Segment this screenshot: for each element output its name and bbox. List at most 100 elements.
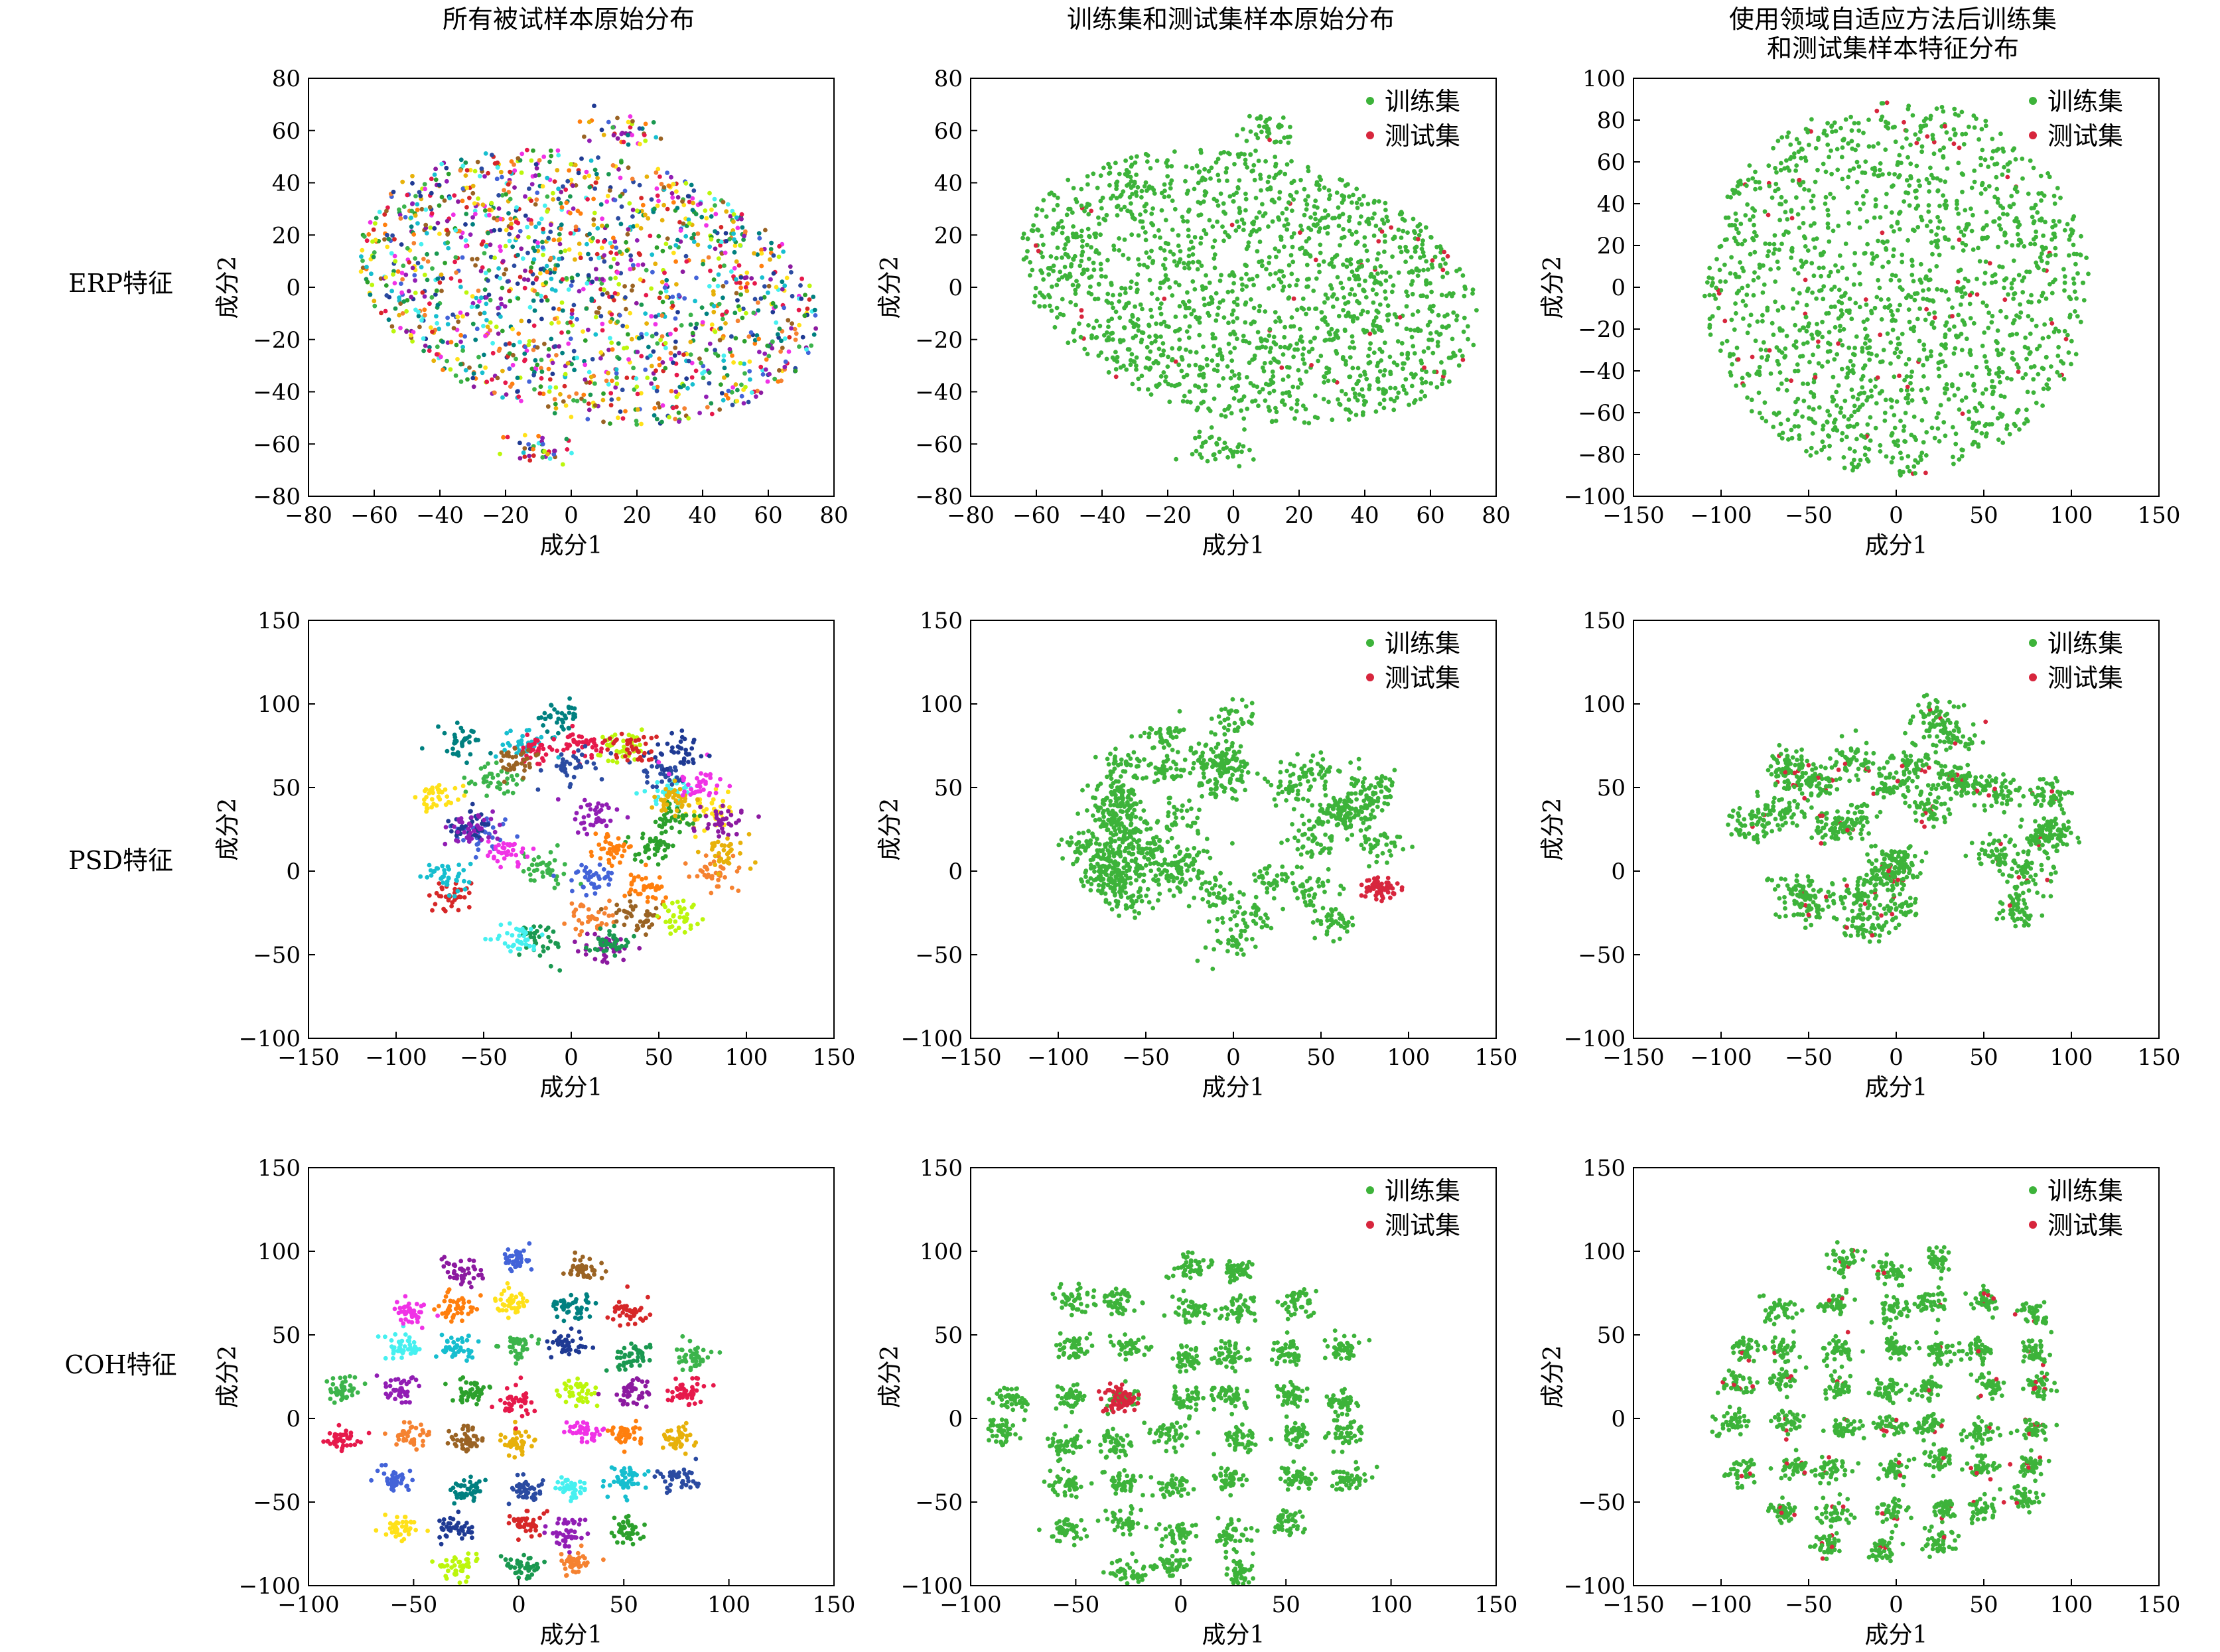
data-point: [1779, 381, 1784, 386]
data-point: [1849, 387, 1854, 392]
data-point: [681, 221, 686, 226]
data-point: [1203, 383, 1208, 387]
data-point: [630, 176, 635, 182]
data-point: [540, 435, 545, 441]
data-point: [1832, 120, 1837, 125]
data-point: [1958, 267, 1963, 273]
data-point: [1930, 298, 1935, 303]
data-point: [1821, 161, 1826, 167]
data-point: [1907, 183, 1912, 188]
data-point: [599, 127, 604, 133]
data-point: [1040, 208, 1045, 213]
data-point: [568, 194, 573, 199]
data-point: [706, 255, 711, 260]
data-point: [514, 220, 519, 225]
data-point: [751, 310, 756, 315]
data-point: [1187, 389, 1192, 394]
data-point: [1322, 338, 1328, 343]
data-point: [1440, 267, 1446, 273]
data-point: [360, 265, 366, 270]
data-point: [1877, 391, 1882, 396]
data-point: [626, 165, 631, 171]
data-point: [1114, 180, 1119, 186]
data-point: [1306, 307, 1312, 311]
data-point: [1961, 142, 1967, 147]
data-point: [1055, 245, 1060, 250]
data-point: [2071, 214, 2077, 219]
data-point: [1772, 247, 1777, 252]
data-point: [1056, 221, 1061, 226]
data-point: [504, 192, 508, 197]
data-point: [752, 297, 758, 302]
data-point: [1942, 386, 1947, 391]
panel-r0-c1: −80 −60 −40 −20 0 20 40 60 80−80−60−40−200204060…: [876, 66, 1511, 559]
data-point: [648, 353, 653, 358]
data-point: [1082, 346, 1087, 352]
data-point: [1230, 452, 1235, 456]
data-point: [1717, 267, 1722, 273]
data-point: [1976, 442, 1981, 447]
y-tick-label: −40: [1578, 358, 1626, 385]
data-point: [1248, 381, 1253, 385]
data-point: [616, 415, 620, 421]
data-point: [533, 277, 539, 282]
data-point: [1803, 311, 1808, 316]
data-point: [1330, 337, 1335, 342]
data-point: [1943, 364, 1948, 369]
data-point: [386, 236, 391, 241]
data-point: [681, 202, 687, 208]
data-point: [1187, 305, 1192, 310]
data-point: [740, 315, 745, 320]
data-point: [1162, 297, 1167, 301]
data-point: [1803, 244, 1808, 249]
data-point: [1956, 211, 1961, 216]
data-point: [1173, 359, 1178, 364]
data-point: [1983, 123, 1988, 129]
data-point: [439, 289, 444, 293]
data-point: [694, 275, 699, 281]
data-point: [1941, 344, 1947, 349]
data-point: [1411, 344, 1416, 349]
data-point: [2013, 157, 2018, 162]
data-point: [670, 195, 675, 200]
data-point: [1414, 267, 1419, 272]
data-point: [1086, 212, 1091, 217]
data-point: [1371, 275, 1377, 280]
data-point: [1117, 315, 1123, 320]
data-point: [435, 220, 441, 226]
data-point: [476, 196, 480, 201]
data-point: [1241, 394, 1247, 399]
data-point: [569, 315, 575, 320]
data-point: [1267, 174, 1272, 179]
data-point: [1864, 302, 1869, 307]
data-point: [1298, 224, 1303, 228]
data-point: [1943, 204, 1949, 209]
data-point: [1353, 395, 1357, 400]
data-point: [1989, 156, 1994, 161]
data-point: [1060, 230, 1065, 236]
data-point: [587, 184, 592, 190]
data-point: [1235, 133, 1239, 138]
data-point: [467, 195, 472, 200]
data-point: [2016, 224, 2020, 230]
data-point: [2055, 370, 2060, 375]
data-point: [413, 256, 417, 261]
data-point: [1941, 145, 1947, 151]
data-point: [470, 257, 475, 262]
data-point: [1852, 449, 1857, 454]
data-point: [1197, 320, 1202, 325]
data-point: [616, 356, 622, 361]
data-point: [624, 345, 630, 350]
data-point: [1994, 148, 1999, 153]
data-point: [1221, 298, 1225, 303]
data-point: [1396, 228, 1401, 232]
data-point: [423, 343, 428, 348]
data-point: [582, 174, 587, 180]
data-point: [1076, 283, 1081, 288]
data-point: [490, 350, 496, 356]
data-point: [1907, 319, 1912, 324]
data-point: [596, 305, 602, 310]
data-point: [1280, 211, 1285, 216]
data-point: [1383, 289, 1388, 294]
data-point: [675, 238, 680, 243]
